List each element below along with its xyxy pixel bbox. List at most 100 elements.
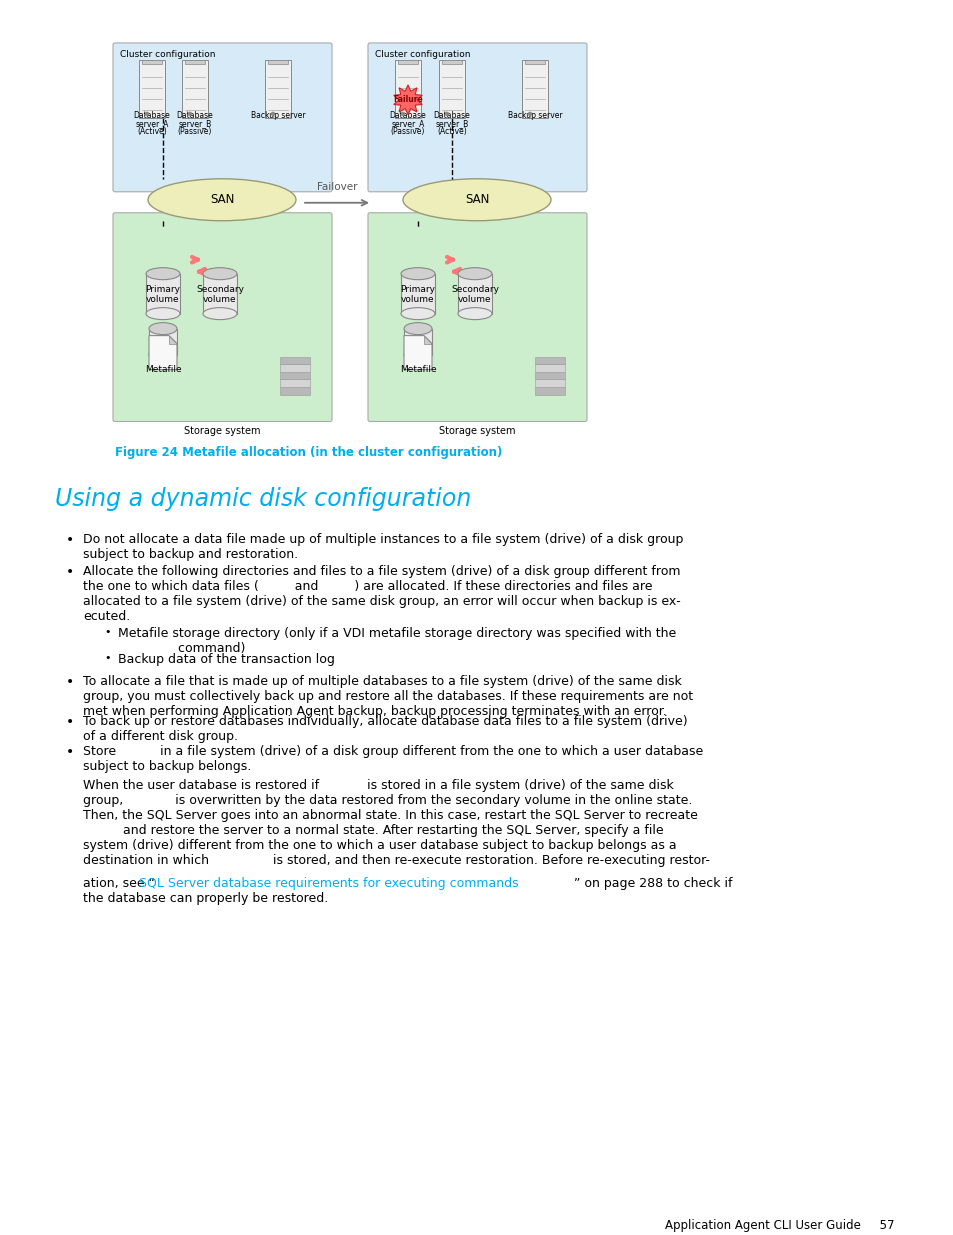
Ellipse shape (146, 268, 180, 279)
Circle shape (401, 112, 404, 115)
FancyBboxPatch shape (280, 387, 310, 394)
Text: •: • (105, 627, 112, 637)
FancyBboxPatch shape (441, 61, 461, 64)
FancyBboxPatch shape (395, 61, 420, 117)
Text: the database can properly be restored.: the database can properly be restored. (83, 892, 328, 905)
FancyBboxPatch shape (268, 61, 288, 64)
FancyBboxPatch shape (521, 61, 547, 117)
Text: Storage system: Storage system (184, 426, 260, 436)
Text: To back up or restore databases individually, allocate database data files to a : To back up or restore databases individu… (83, 715, 687, 743)
FancyBboxPatch shape (139, 61, 165, 117)
Ellipse shape (203, 308, 236, 320)
Text: Primary
volume: Primary volume (146, 284, 180, 304)
Text: Figure 24 Metafile allocation (in the cluster configuration): Figure 24 Metafile allocation (in the cl… (115, 447, 502, 459)
Circle shape (528, 112, 531, 115)
Text: Secondary
volume: Secondary volume (195, 284, 244, 304)
FancyBboxPatch shape (535, 387, 564, 394)
Text: Storage system: Storage system (438, 426, 515, 436)
Text: Backup server: Backup server (507, 111, 561, 120)
FancyBboxPatch shape (112, 212, 332, 421)
Text: SAN: SAN (210, 193, 233, 206)
Text: SAN: SAN (464, 193, 489, 206)
Ellipse shape (457, 268, 492, 279)
FancyBboxPatch shape (203, 274, 236, 314)
FancyBboxPatch shape (146, 274, 180, 314)
Ellipse shape (149, 322, 177, 335)
Text: Using a dynamic disk configuration: Using a dynamic disk configuration (55, 488, 471, 511)
Circle shape (146, 112, 149, 115)
FancyBboxPatch shape (457, 274, 492, 314)
Text: server_B: server_B (435, 119, 468, 128)
Text: ” on page 288 to check if: ” on page 288 to check if (574, 877, 732, 890)
Text: Secondary
volume: Secondary volume (451, 284, 498, 304)
Text: SQL Server database requirements for executing commands: SQL Server database requirements for exe… (139, 877, 518, 890)
Circle shape (189, 112, 192, 115)
FancyBboxPatch shape (535, 357, 564, 364)
Text: server_B: server_B (178, 119, 212, 128)
FancyBboxPatch shape (535, 379, 564, 387)
Text: Application Agent CLI User Guide     57: Application Agent CLI User Guide 57 (665, 1219, 894, 1231)
Text: Store           in a file system (drive) of a disk group different from the one : Store in a file system (drive) of a disk… (83, 745, 702, 773)
FancyBboxPatch shape (280, 372, 310, 379)
FancyBboxPatch shape (397, 61, 417, 64)
Text: Cluster configuration: Cluster configuration (120, 49, 215, 59)
Text: (Active): (Active) (436, 127, 466, 136)
Text: •: • (66, 534, 74, 547)
FancyBboxPatch shape (185, 61, 205, 64)
Ellipse shape (400, 308, 435, 320)
Text: To allocate a file that is made up of multiple databases to a file system (drive: To allocate a file that is made up of mu… (83, 676, 693, 719)
Text: •: • (105, 653, 112, 663)
Text: server_A: server_A (391, 119, 424, 128)
Ellipse shape (203, 268, 236, 279)
Circle shape (272, 112, 274, 115)
Text: •: • (66, 715, 74, 729)
Polygon shape (149, 336, 177, 369)
Text: Metafile: Metafile (399, 364, 436, 373)
Text: Cluster configuration: Cluster configuration (375, 49, 470, 59)
Text: Allocate the following directories and files to a file system (drive) of a disk : Allocate the following directories and f… (83, 566, 680, 624)
Ellipse shape (149, 348, 177, 361)
Polygon shape (403, 336, 432, 369)
Circle shape (445, 112, 448, 115)
Polygon shape (394, 85, 422, 115)
FancyBboxPatch shape (438, 61, 464, 117)
Text: server_A: server_A (135, 119, 169, 128)
Text: ation, see “: ation, see “ (83, 877, 154, 890)
Text: Backup data of the transaction log: Backup data of the transaction log (118, 653, 335, 666)
FancyBboxPatch shape (368, 43, 586, 191)
FancyBboxPatch shape (265, 61, 291, 117)
Text: Do not allocate a data file made up of multiple instances to a file system (driv: Do not allocate a data file made up of m… (83, 534, 682, 562)
Ellipse shape (148, 179, 295, 221)
FancyBboxPatch shape (149, 329, 177, 354)
Ellipse shape (400, 268, 435, 279)
Text: Failover: Failover (316, 182, 356, 191)
Text: Database: Database (434, 111, 470, 120)
FancyBboxPatch shape (368, 212, 586, 421)
Text: Database: Database (176, 111, 213, 120)
Text: Database: Database (389, 111, 426, 120)
Text: (Passive): (Passive) (391, 127, 425, 136)
Ellipse shape (403, 348, 432, 361)
Polygon shape (423, 336, 432, 343)
Text: (Active): (Active) (137, 127, 167, 136)
Text: •: • (66, 566, 74, 579)
Text: Primary
volume: Primary volume (400, 284, 435, 304)
Text: (Passive): (Passive) (177, 127, 212, 136)
Text: •: • (66, 745, 74, 760)
Text: Database: Database (133, 111, 171, 120)
Ellipse shape (403, 322, 432, 335)
FancyBboxPatch shape (524, 61, 544, 64)
FancyBboxPatch shape (112, 43, 332, 191)
Text: Metafile: Metafile (145, 364, 181, 373)
Text: •: • (66, 676, 74, 689)
FancyBboxPatch shape (280, 364, 310, 372)
Text: Failure: Failure (393, 95, 422, 105)
FancyBboxPatch shape (142, 61, 162, 64)
FancyBboxPatch shape (182, 61, 208, 117)
Text: When the user database is restored if            is stored in a file system (dri: When the user database is restored if is… (83, 779, 709, 867)
FancyBboxPatch shape (280, 379, 310, 387)
Ellipse shape (457, 308, 492, 320)
Text: Metafile storage directory (only if a VDI metafile storage directory was specifi: Metafile storage directory (only if a VD… (118, 627, 676, 656)
FancyBboxPatch shape (535, 372, 564, 379)
Text: Backup server: Backup server (251, 111, 305, 120)
